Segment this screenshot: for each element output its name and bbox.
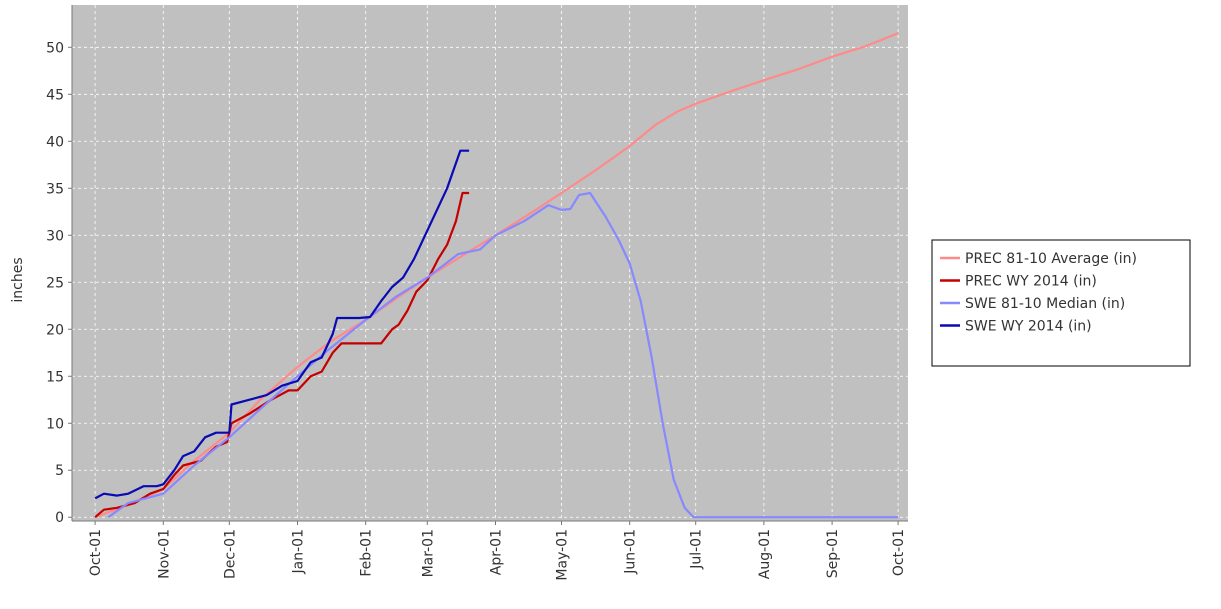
y-tick-label: 0 xyxy=(55,510,64,526)
x-tick-label: Apr-01 xyxy=(489,529,505,575)
x-tick-label: Aug-01 xyxy=(757,529,773,579)
y-tick-label: 40 xyxy=(46,134,64,150)
series-line xyxy=(107,191,899,519)
y-tick-label: 50 xyxy=(46,40,64,56)
x-tick-label: Jan-01 xyxy=(291,529,307,574)
series-line xyxy=(94,149,470,500)
y-tick-label: 15 xyxy=(46,369,64,385)
x-tick-label: Nov-01 xyxy=(156,529,172,579)
y-tick-label: 20 xyxy=(46,322,64,338)
y-tick-label: 35 xyxy=(46,181,64,197)
legend-label: SWE 81-10 Median (in) xyxy=(965,296,1125,312)
y-tick-label: 30 xyxy=(46,228,64,244)
legend-label: SWE WY 2014 (in) xyxy=(965,319,1092,335)
x-tick-label: Feb-01 xyxy=(359,529,375,577)
x-tick-label: Sep-01 xyxy=(825,529,841,578)
y-tick-label: 25 xyxy=(46,275,64,291)
y-axis-label: inches xyxy=(10,257,26,302)
plot-area xyxy=(72,5,908,521)
series-line xyxy=(94,191,470,519)
series-line xyxy=(94,32,899,519)
legend-label: PREC 81-10 Average (in) xyxy=(965,251,1137,267)
y-tick-label: 10 xyxy=(46,416,64,432)
x-tick-label: Oct-01 xyxy=(891,529,907,576)
y-tick-label: 5 xyxy=(55,463,64,479)
x-tick-label: May-01 xyxy=(555,529,571,581)
x-tick-label: Mar-01 xyxy=(420,529,436,577)
x-tick-label: Jul-01 xyxy=(689,529,705,570)
x-tick-label: Oct-01 xyxy=(88,529,104,576)
x-tick-label: Jun-01 xyxy=(623,529,639,575)
legend-box xyxy=(931,239,1191,367)
legend-label: PREC WY 2014 (in) xyxy=(965,274,1097,290)
x-tick-label: Dec-01 xyxy=(222,529,238,579)
y-tick-label: 45 xyxy=(46,87,64,103)
